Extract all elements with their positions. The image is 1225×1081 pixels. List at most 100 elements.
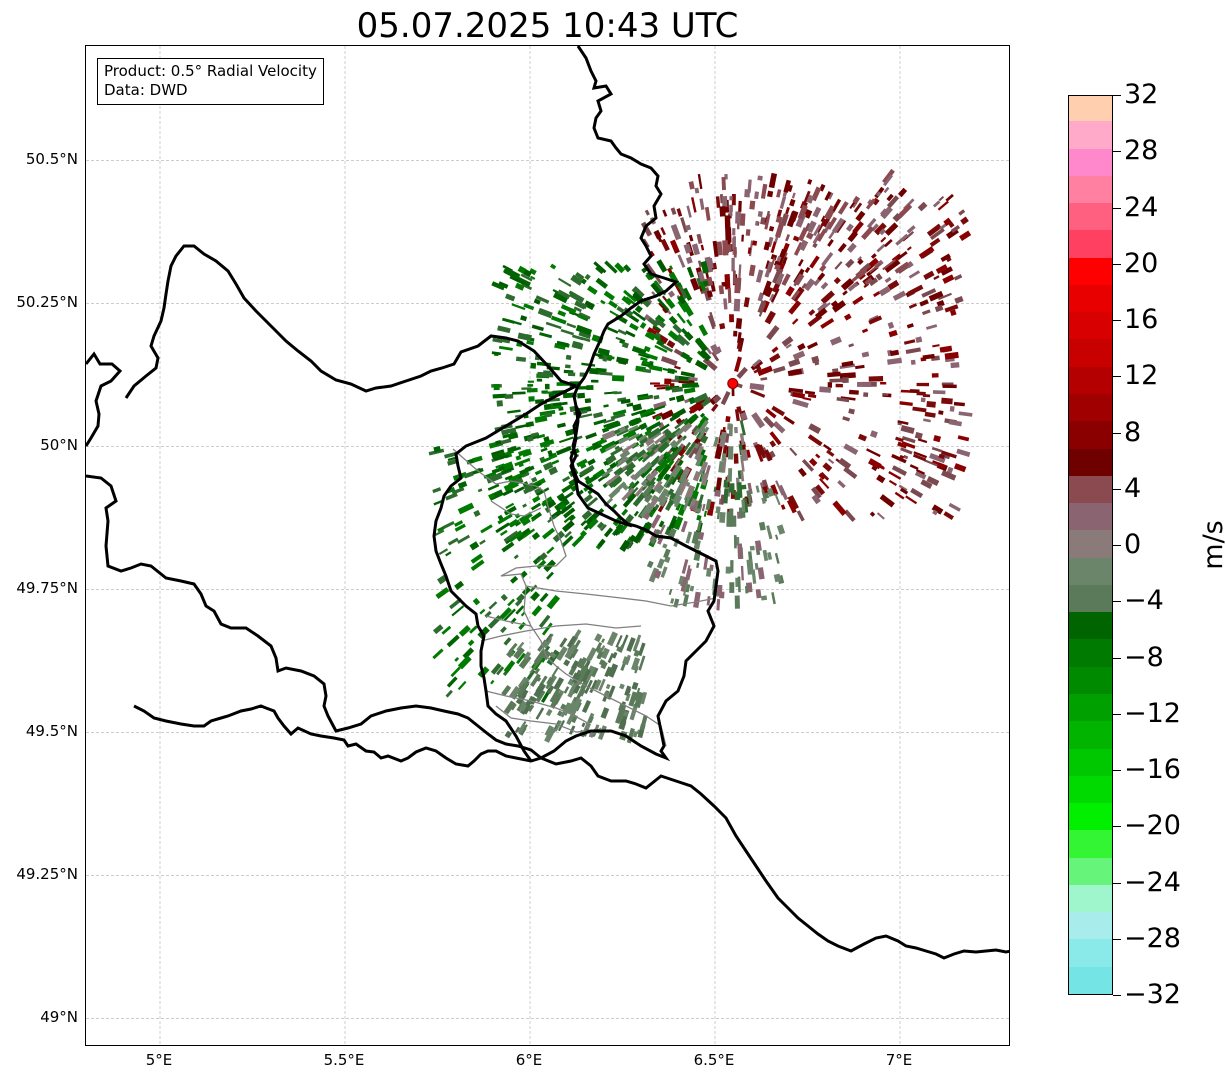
velocity-gate bbox=[787, 368, 803, 377]
velocity-gate bbox=[576, 458, 588, 468]
velocity-gate bbox=[639, 407, 655, 418]
velocity-gate bbox=[722, 457, 727, 473]
velocity-gate bbox=[571, 534, 584, 548]
velocity-gate bbox=[581, 362, 596, 367]
velocity-gate bbox=[517, 723, 527, 734]
velocity-gate bbox=[626, 402, 634, 408]
velocity-gate bbox=[675, 394, 685, 403]
velocity-gate bbox=[437, 526, 445, 533]
velocity-gate bbox=[488, 601, 498, 610]
velocity-gate bbox=[502, 488, 514, 497]
velocity-gate bbox=[562, 475, 571, 483]
velocity-gate bbox=[723, 488, 729, 504]
velocity-gate bbox=[561, 491, 574, 502]
velocity-gate bbox=[836, 397, 850, 403]
velocity-gate bbox=[665, 475, 676, 488]
velocity-gate bbox=[674, 459, 681, 467]
velocity-gate bbox=[710, 343, 721, 356]
velocity-gate bbox=[678, 472, 688, 484]
velocity-gate bbox=[649, 455, 662, 468]
velocity-gate bbox=[467, 639, 475, 647]
velocity-gate bbox=[723, 298, 728, 310]
radar-site-dot[interactable] bbox=[727, 377, 739, 389]
velocity-gate bbox=[896, 251, 908, 261]
velocity-gate bbox=[845, 223, 854, 232]
velocity-gate bbox=[950, 362, 960, 369]
velocity-gate bbox=[731, 486, 735, 495]
velocity-gate bbox=[548, 452, 558, 460]
velocity-gate bbox=[855, 267, 868, 279]
map-panel[interactable] bbox=[85, 45, 1010, 1046]
velocity-gate bbox=[915, 468, 926, 475]
velocity-gate bbox=[512, 391, 526, 395]
velocity-gate bbox=[600, 349, 610, 354]
velocity-gate bbox=[931, 504, 944, 515]
velocity-gate bbox=[631, 286, 645, 299]
velocity-gate bbox=[841, 360, 854, 367]
velocity-gate bbox=[736, 536, 740, 546]
velocity-gate bbox=[503, 637, 512, 646]
velocity-gate bbox=[535, 707, 545, 720]
velocity-gate bbox=[486, 472, 503, 484]
velocity-gate bbox=[822, 444, 832, 452]
colorbar-segment bbox=[1069, 802, 1112, 831]
velocity-gate bbox=[545, 321, 562, 330]
velocity-gate bbox=[590, 508, 605, 522]
velocity-gate bbox=[617, 328, 627, 336]
velocity-gate bbox=[831, 300, 847, 313]
velocity-gate bbox=[734, 426, 738, 434]
velocity-gate bbox=[807, 434, 823, 447]
velocity-gate bbox=[519, 465, 535, 475]
velocity-gate bbox=[729, 582, 735, 593]
velocity-gate bbox=[686, 481, 691, 488]
velocity-gate bbox=[716, 346, 722, 353]
velocity-gate bbox=[504, 393, 514, 399]
velocity-gate bbox=[840, 396, 856, 401]
velocity-gate bbox=[614, 391, 622, 395]
velocity-gate bbox=[842, 416, 851, 422]
velocity-gate bbox=[625, 461, 636, 473]
velocity-gate bbox=[669, 396, 676, 402]
colorbar-segment bbox=[1069, 338, 1112, 367]
velocity-gate bbox=[786, 210, 798, 228]
velocity-gate bbox=[693, 392, 709, 404]
velocity-gate bbox=[724, 274, 731, 290]
velocity-gate bbox=[645, 421, 662, 432]
velocity-gate bbox=[735, 318, 743, 329]
velocity-gate bbox=[499, 529, 508, 536]
velocity-gate bbox=[863, 392, 869, 398]
velocity-gate bbox=[676, 333, 691, 346]
velocity-gate bbox=[586, 517, 599, 530]
velocity-gate bbox=[556, 340, 569, 348]
velocity-gate bbox=[685, 531, 693, 544]
velocity-gate bbox=[829, 378, 843, 383]
velocity-gate bbox=[639, 321, 647, 330]
velocity-gate bbox=[946, 466, 954, 474]
velocity-gate bbox=[710, 403, 719, 412]
velocity-gate bbox=[657, 441, 670, 454]
velocity-gate bbox=[894, 491, 905, 500]
velocity-gate bbox=[770, 241, 777, 254]
velocity-gate bbox=[793, 273, 805, 286]
velocity-gate bbox=[495, 463, 505, 469]
map-canvas[interactable] bbox=[86, 46, 1010, 1046]
velocity-gate bbox=[938, 453, 946, 460]
velocity-gate bbox=[760, 183, 768, 199]
velocity-gate bbox=[791, 290, 800, 300]
velocity-gate bbox=[604, 260, 618, 274]
velocity-gate bbox=[480, 524, 493, 534]
velocity-gate bbox=[625, 330, 636, 338]
velocity-gate bbox=[446, 676, 458, 688]
velocity-gate bbox=[669, 414, 680, 422]
velocity-gate bbox=[897, 187, 908, 198]
radar-site-marker[interactable] bbox=[727, 377, 739, 389]
velocity-gate bbox=[900, 424, 915, 435]
velocity-gate bbox=[515, 356, 527, 362]
velocity-gate bbox=[640, 221, 653, 237]
velocity-gate bbox=[446, 486, 456, 494]
velocity-gate bbox=[656, 488, 669, 504]
velocity-gate bbox=[503, 660, 516, 674]
velocity-gate bbox=[651, 443, 660, 452]
velocity-gate bbox=[593, 418, 607, 426]
velocity-gate bbox=[669, 492, 677, 500]
